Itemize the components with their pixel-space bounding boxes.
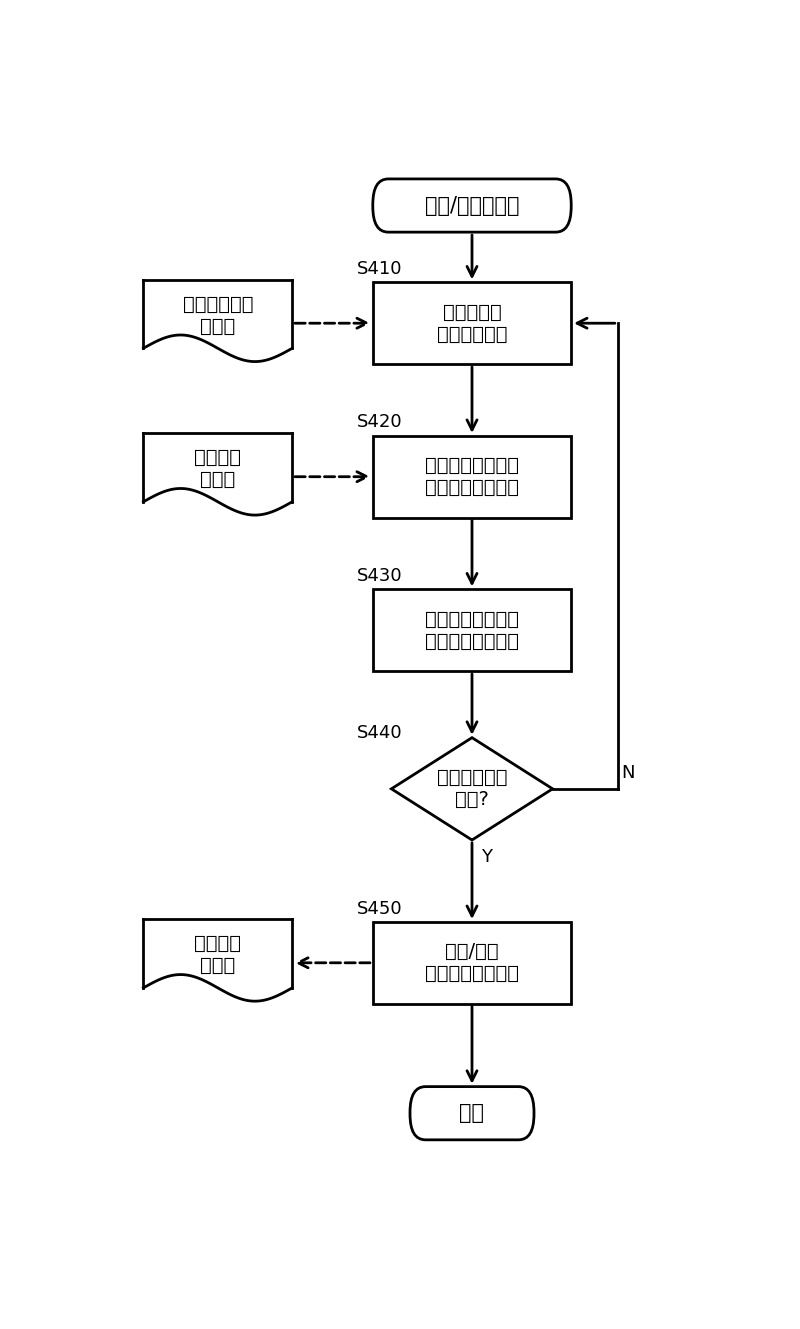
- Bar: [373, 922, 571, 1003]
- Text: 测量规则模板
完成?: 测量规则模板 完成?: [437, 768, 507, 809]
- Text: 人体测量
规则库: 人体测量 规则库: [194, 934, 242, 975]
- Text: N: N: [621, 764, 634, 783]
- Bar: [143, 920, 292, 987]
- Polygon shape: [391, 738, 553, 840]
- Text: 将特征命令追加到
人体测量规则模板: 将特征命令追加到 人体测量规则模板: [425, 610, 519, 651]
- Bar: [373, 282, 571, 364]
- Text: S420: S420: [358, 413, 403, 432]
- FancyBboxPatch shape: [373, 179, 571, 233]
- Bar: [143, 433, 292, 502]
- Text: S440: S440: [358, 723, 403, 742]
- Text: 基本算法
工具库: 基本算法 工具库: [194, 448, 242, 489]
- Text: S410: S410: [358, 260, 403, 278]
- Text: Y: Y: [482, 848, 492, 867]
- Text: 保存/修改
人体测量规则模板: 保存/修改 人体测量规则模板: [425, 942, 519, 983]
- Bar: [373, 589, 571, 671]
- Text: 调用一个特征命令
创建人体特征对象: 调用一个特征命令 创建人体特征对象: [425, 456, 519, 497]
- Bar: [143, 279, 292, 348]
- Text: 返回: 返回: [459, 1103, 485, 1123]
- Text: S450: S450: [358, 900, 403, 917]
- Text: 创建/维护规则库: 创建/维护规则库: [425, 195, 519, 215]
- Text: 读取或选择
人体网格数据: 读取或选择 人体网格数据: [437, 303, 507, 344]
- Text: S430: S430: [358, 567, 403, 585]
- Bar: [373, 436, 571, 518]
- FancyBboxPatch shape: [410, 1087, 534, 1140]
- Text: 三维人体网格
数据库: 三维人体网格 数据库: [182, 295, 253, 335]
